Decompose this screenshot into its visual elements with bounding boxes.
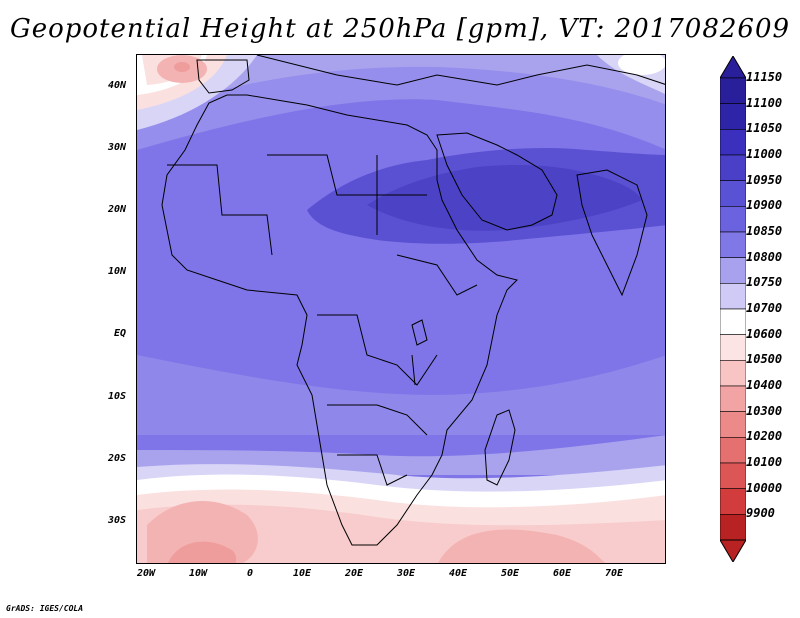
colorbar-cell bbox=[720, 334, 746, 361]
x-tick-label: 10E bbox=[292, 568, 312, 579]
coastlines bbox=[161, 55, 665, 546]
colorbar-level-label: 10900 bbox=[746, 198, 783, 213]
colorbar-cell bbox=[720, 257, 746, 284]
colorbar-cell bbox=[720, 462, 746, 489]
colorbar-cell bbox=[720, 411, 746, 438]
colorbar-level-label: 10000 bbox=[746, 480, 783, 495]
field-deepest-core bbox=[367, 165, 642, 231]
border-6 bbox=[337, 454, 408, 486]
colorbar-cell bbox=[720, 488, 746, 515]
colorbar-level-label: 10300 bbox=[746, 403, 783, 418]
x-tick-label: 40E bbox=[448, 568, 468, 579]
chart-title: Geopotential Height at 250hPa [gpm], VT:… bbox=[9, 14, 791, 44]
field-band-south-1 bbox=[137, 355, 665, 435]
border-2 bbox=[267, 154, 378, 235]
x-tick-label: 70E bbox=[604, 568, 624, 579]
field-band-south-2 bbox=[137, 435, 665, 475]
colorbar-cell bbox=[720, 514, 746, 541]
y-tick-label: 20N bbox=[107, 204, 126, 215]
colorbar-cell bbox=[720, 180, 746, 207]
lake-victoria bbox=[411, 319, 428, 346]
india-outline bbox=[576, 169, 648, 297]
field-pink-se-core bbox=[438, 529, 606, 563]
y-tick-label: 30N bbox=[107, 142, 126, 153]
colorbar-level-label: 10500 bbox=[746, 352, 783, 367]
colorbar-level-label: 11000 bbox=[746, 147, 783, 161]
x-tick-label: 0 bbox=[246, 568, 254, 579]
iberia-outline bbox=[196, 59, 250, 94]
x-tick-label: 10W bbox=[188, 568, 208, 579]
madagascar-outline bbox=[484, 409, 516, 486]
colorbar-top-arrow bbox=[720, 56, 746, 79]
colorbar-level-label: 10600 bbox=[746, 326, 783, 341]
colorbar-level-label: 11050 bbox=[746, 121, 783, 136]
field-white-ne bbox=[618, 55, 665, 75]
field-pink-sw-core bbox=[147, 501, 258, 563]
colorbar-level-label: 9900 bbox=[746, 506, 775, 521]
colorbar-cell bbox=[720, 129, 746, 156]
colorbar bbox=[720, 56, 746, 562]
colorbar-cell bbox=[720, 283, 746, 310]
x-tick-label: 20E bbox=[344, 568, 364, 579]
geopotential-field bbox=[137, 55, 665, 563]
y-tick-label: 10S bbox=[107, 391, 126, 402]
y-tick-label: EQ bbox=[113, 328, 126, 339]
x-tick-label: 50E bbox=[500, 568, 520, 579]
y-tick-label: 30S bbox=[107, 515, 126, 526]
colorbar-level-label: 10400 bbox=[746, 378, 783, 392]
colorbar-level-label: 10700 bbox=[746, 301, 783, 315]
colorbar-cell bbox=[720, 77, 746, 104]
arabia-outline bbox=[436, 132, 558, 231]
border-3 bbox=[376, 155, 427, 196]
colorbar-cell bbox=[720, 103, 746, 130]
border-4 bbox=[317, 314, 438, 386]
credit-text: GrADS: IGES/COLA bbox=[6, 604, 84, 613]
colorbar-cell bbox=[720, 308, 746, 335]
y-tick-label: 40N bbox=[107, 80, 126, 91]
africa-outline bbox=[161, 94, 518, 546]
colorbar-bottom-arrow bbox=[720, 539, 746, 562]
colorbar-cell bbox=[720, 154, 746, 181]
colorbar-level-label: 10200 bbox=[746, 429, 783, 444]
colorbar-level-label: 10950 bbox=[746, 172, 783, 187]
colorbar-cell bbox=[720, 206, 746, 233]
colorbar-level-label: 10850 bbox=[746, 224, 783, 238]
colorbar-level-label: 10800 bbox=[746, 249, 783, 264]
colorbar-cell bbox=[720, 437, 746, 464]
colorbar-cell bbox=[720, 360, 746, 387]
x-tick-label: 20W bbox=[136, 568, 156, 579]
field-pinkdark-sw bbox=[168, 541, 237, 563]
colorbar-level-label: 10750 bbox=[746, 275, 783, 290]
y-tick-label: 10N bbox=[107, 266, 126, 277]
x-tick-label: 30E bbox=[396, 568, 416, 579]
colorbar-level-label: 11100 bbox=[746, 95, 783, 110]
lake-tanganyika bbox=[411, 354, 416, 386]
map-plot-area bbox=[136, 54, 666, 564]
x-tick-label: 60E bbox=[552, 568, 572, 579]
border-7 bbox=[396, 254, 478, 296]
europe-coast bbox=[256, 55, 665, 86]
colorbar-level-label: 10100 bbox=[746, 455, 783, 469]
y-tick-label: 20S bbox=[107, 453, 126, 464]
colorbar-cell bbox=[720, 385, 746, 412]
field-pinkdark-nw bbox=[174, 62, 190, 72]
border-1 bbox=[167, 164, 273, 256]
colorbar-level-label: 11150 bbox=[746, 70, 783, 84]
colorbar-cell bbox=[720, 231, 746, 258]
colorbar-cells bbox=[720, 77, 746, 541]
border-5 bbox=[327, 404, 428, 436]
field-band-north-light bbox=[137, 55, 665, 115]
